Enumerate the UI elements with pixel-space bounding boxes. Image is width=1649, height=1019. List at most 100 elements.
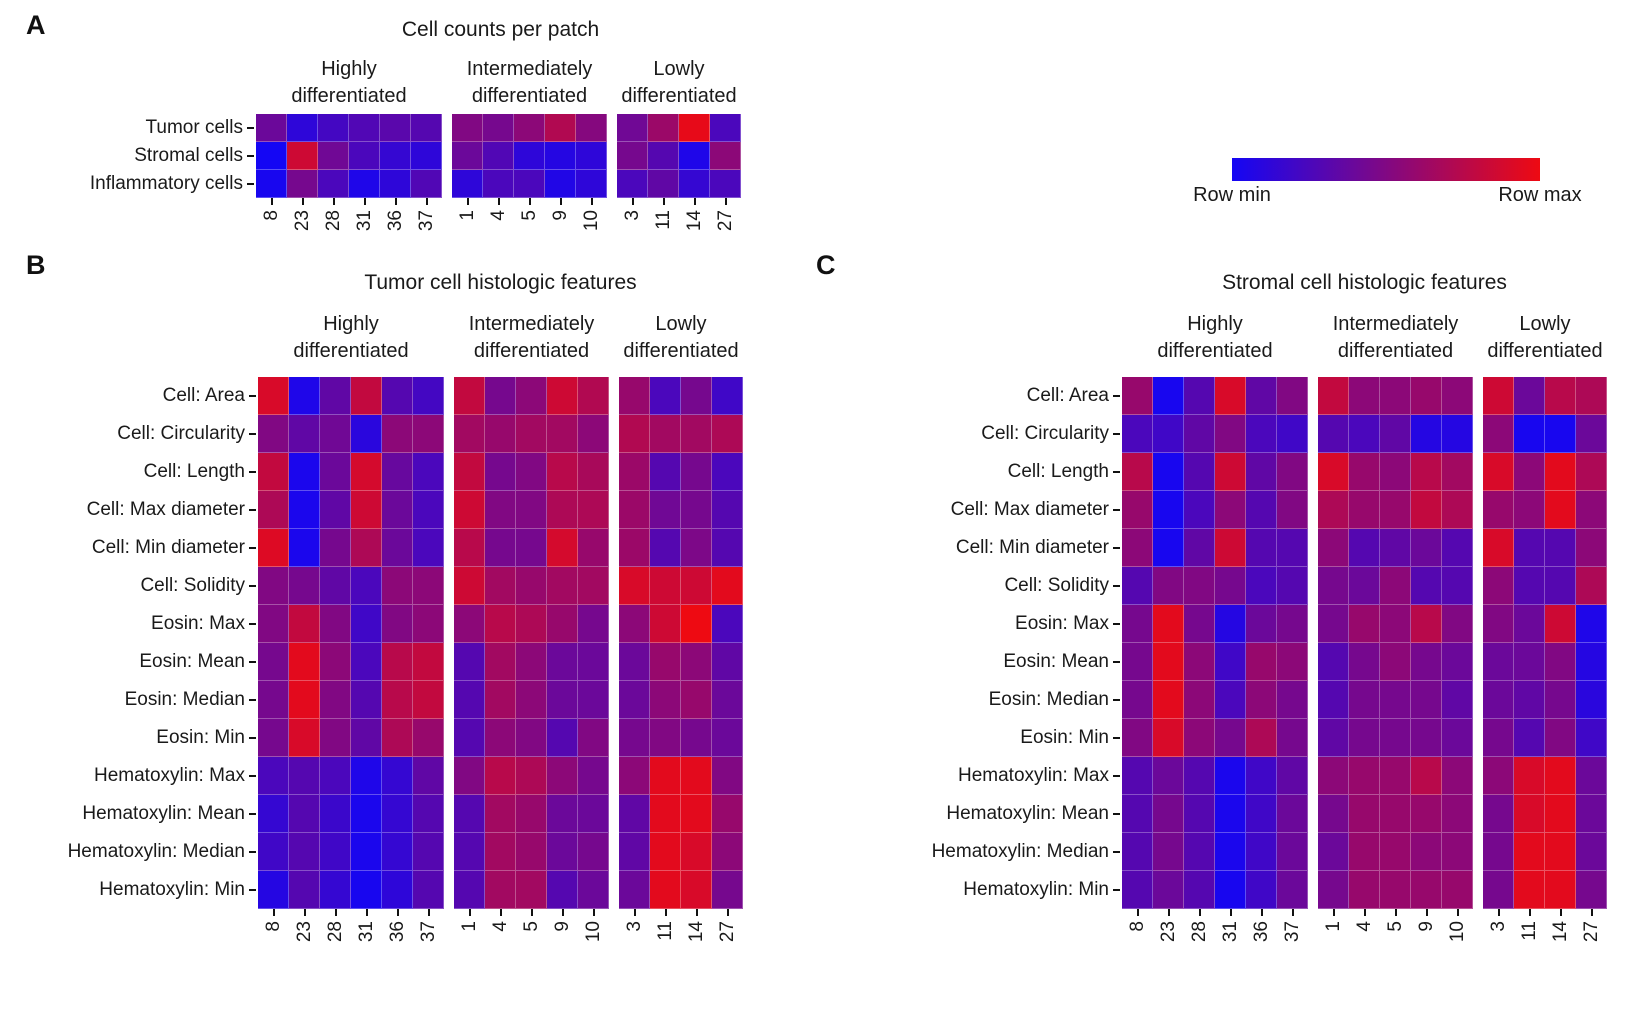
row-label: Eosin: Min	[156, 727, 245, 748]
heatmap-cell	[516, 795, 547, 833]
heatmap-cell	[650, 453, 681, 491]
heatmap-cell	[681, 871, 712, 909]
heatmap-cell	[1514, 757, 1545, 795]
heatmap-cell	[454, 795, 485, 833]
heatmap-cell	[712, 567, 743, 605]
heatmap-cell	[1380, 453, 1411, 491]
heatmap-cell	[650, 415, 681, 453]
column-tick-label: 11	[652, 210, 674, 230]
column-tick-mark	[592, 909, 595, 916]
heatmap-cell	[349, 142, 380, 170]
column-tick-label: 1	[1322, 921, 1344, 932]
heatmap-cell	[320, 757, 351, 795]
heatmap-cell	[1349, 415, 1380, 453]
heatmap-cell	[1184, 681, 1215, 719]
heatmap-cell	[1576, 605, 1607, 643]
heatmap-cell	[650, 757, 681, 795]
heatmap-cell	[351, 567, 382, 605]
heatmap-cell	[1122, 833, 1153, 871]
heatmap-cell	[1153, 605, 1184, 643]
column-tick-mark	[1229, 909, 1232, 916]
heatmap-cell	[320, 453, 351, 491]
heatmap-cell	[454, 491, 485, 529]
column-tick-mark	[301, 198, 304, 205]
heatmap-cell	[547, 529, 578, 567]
column-tick-mark	[590, 198, 593, 205]
heatmap-cell	[320, 871, 351, 909]
heatmap-cell	[681, 833, 712, 871]
heatmap-cell	[648, 114, 679, 142]
heatmap-cell	[382, 415, 413, 453]
heatmap-cell	[1122, 377, 1153, 415]
heatmap-cell	[1153, 567, 1184, 605]
heatmap-cell	[1411, 757, 1442, 795]
heatmap-cell	[1576, 453, 1607, 491]
heatmap-cell	[1442, 681, 1473, 719]
column-tick-label: 23	[291, 210, 313, 232]
row-label: Hematoxylin: Mean	[82, 803, 245, 824]
heatmap-cell	[516, 377, 547, 415]
heatmap-cell	[1442, 491, 1473, 529]
heatmap-cell	[712, 453, 743, 491]
heatmap-cell	[1349, 605, 1380, 643]
column-tick-label: 27	[716, 921, 738, 943]
column-tick-label: 14	[1549, 921, 1571, 943]
heatmap-cell	[712, 757, 743, 795]
heatmap-cell	[619, 415, 650, 453]
heatmap-cell	[578, 643, 609, 681]
heatmap-cell	[679, 114, 710, 142]
heatmap-cell	[1442, 643, 1473, 681]
column-tick-label: 10	[1446, 921, 1468, 943]
heatmap-cell	[413, 453, 444, 491]
heatmap-cell	[681, 719, 712, 757]
heatmap-cell	[287, 114, 318, 142]
column-tick-label: 5	[518, 210, 540, 221]
heatmap-cell	[485, 415, 516, 453]
column-tick-label: 1	[458, 921, 480, 932]
heatmap-cell	[351, 605, 382, 643]
heatmap-cell	[545, 170, 576, 198]
heatmap-cell	[547, 453, 578, 491]
heatmap-cell	[1277, 643, 1308, 681]
heatmap-cell	[516, 453, 547, 491]
heatmap-cell	[1215, 567, 1246, 605]
heatmap-cell	[650, 871, 681, 909]
panel-b-letter: B	[26, 250, 46, 280]
heatmap-cell	[413, 795, 444, 833]
heatmap-cell	[320, 795, 351, 833]
heatmap-cell	[289, 377, 320, 415]
heatmap-cell	[258, 605, 289, 643]
row-label: Eosin: Median	[988, 689, 1109, 710]
heatmap-cell	[454, 719, 485, 757]
heatmap-cell	[1349, 681, 1380, 719]
heatmap-cell	[1246, 453, 1277, 491]
row-label: Hematoxylin: Median	[67, 841, 245, 862]
heatmap-cell	[413, 643, 444, 681]
heatmap-cell	[1215, 605, 1246, 643]
row-tick-mark	[1113, 661, 1120, 663]
heatmap-cell	[289, 681, 320, 719]
heatmap-cell	[545, 114, 576, 142]
heatmap-cell	[318, 142, 349, 170]
heatmap-cell	[516, 871, 547, 909]
row-label: Tumor cells	[145, 117, 243, 138]
column-tick-mark	[662, 198, 665, 205]
row-label: Stromal cells	[134, 145, 243, 166]
heatmap-cell	[619, 567, 650, 605]
legend-row-min-label: Row min	[1193, 184, 1271, 206]
row-label: Cell: Max diameter	[950, 499, 1109, 520]
heatmap-cell	[1349, 833, 1380, 871]
heatmap-cell	[681, 453, 712, 491]
heatmap-cell	[578, 415, 609, 453]
heatmap-cell	[454, 871, 485, 909]
column-tick-mark	[726, 909, 729, 916]
column-tick-label: 28	[1188, 921, 1210, 943]
heatmap-cell	[351, 795, 382, 833]
heatmap-cell	[1246, 871, 1277, 909]
heatmap-cell	[289, 529, 320, 567]
column-tick-mark	[1394, 909, 1397, 916]
heatmap-cell	[1318, 719, 1349, 757]
heatmap-cell	[411, 114, 442, 142]
heatmap-cell	[1514, 529, 1545, 567]
heatmap-cell	[1153, 757, 1184, 795]
